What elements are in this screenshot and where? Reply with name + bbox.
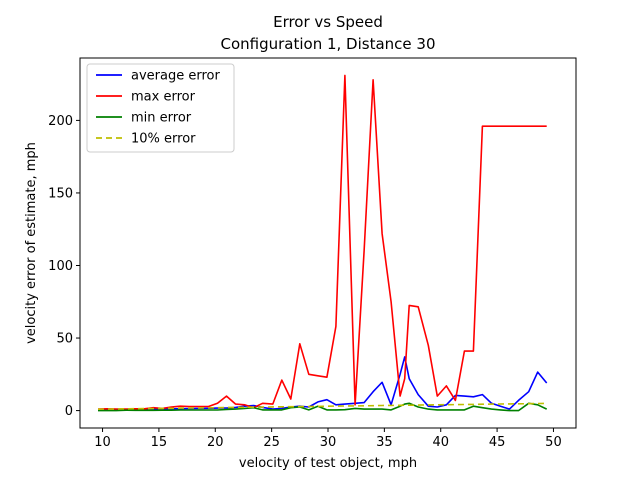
- legend-label-0: average error: [131, 69, 220, 84]
- series-line-2: [98, 402, 548, 412]
- legend-label-1: max error: [131, 90, 196, 105]
- y-tick-label: 50: [56, 332, 73, 347]
- x-tick-label: 50: [545, 435, 562, 450]
- x-tick-label: 10: [94, 435, 111, 450]
- y-tick-label: 100: [48, 259, 73, 274]
- y-axis-ticks: 0 50 100 150 200: [48, 114, 80, 419]
- series-layer: [97, 74, 548, 412]
- series-line-3: [97, 402, 547, 410]
- series-line-0: [97, 356, 548, 411]
- x-axis-ticks: 10 15 20 25 30 35 40 45 50: [94, 428, 562, 450]
- y-axis-label: velocity error of estimate, mph: [24, 142, 39, 344]
- series-line-1: [97, 74, 547, 410]
- legend: average error max error min error 10% error: [86, 63, 235, 153]
- chart-subtitle: Configuration 1, Distance 30: [220, 35, 435, 53]
- y-tick-label: 0: [65, 404, 73, 419]
- y-tick-label: 200: [48, 114, 73, 129]
- legend-box: [86, 63, 235, 153]
- x-tick-label: 25: [263, 435, 280, 450]
- plot-frame: [79, 57, 577, 429]
- x-tick-label: 20: [207, 435, 224, 450]
- chart-title: Error vs Speed: [273, 13, 383, 31]
- x-tick-label: 35: [376, 435, 393, 450]
- legend-label-2: min error: [131, 111, 192, 126]
- x-tick-label: 15: [151, 435, 168, 450]
- y-tick-label: 150: [48, 186, 73, 201]
- x-axis-label: velocity of test object, mph: [239, 456, 417, 471]
- x-tick-label: 40: [432, 435, 449, 450]
- x-tick-label: 30: [320, 435, 337, 450]
- legend-label-3: 10% error: [131, 132, 196, 147]
- x-tick-label: 45: [489, 435, 506, 450]
